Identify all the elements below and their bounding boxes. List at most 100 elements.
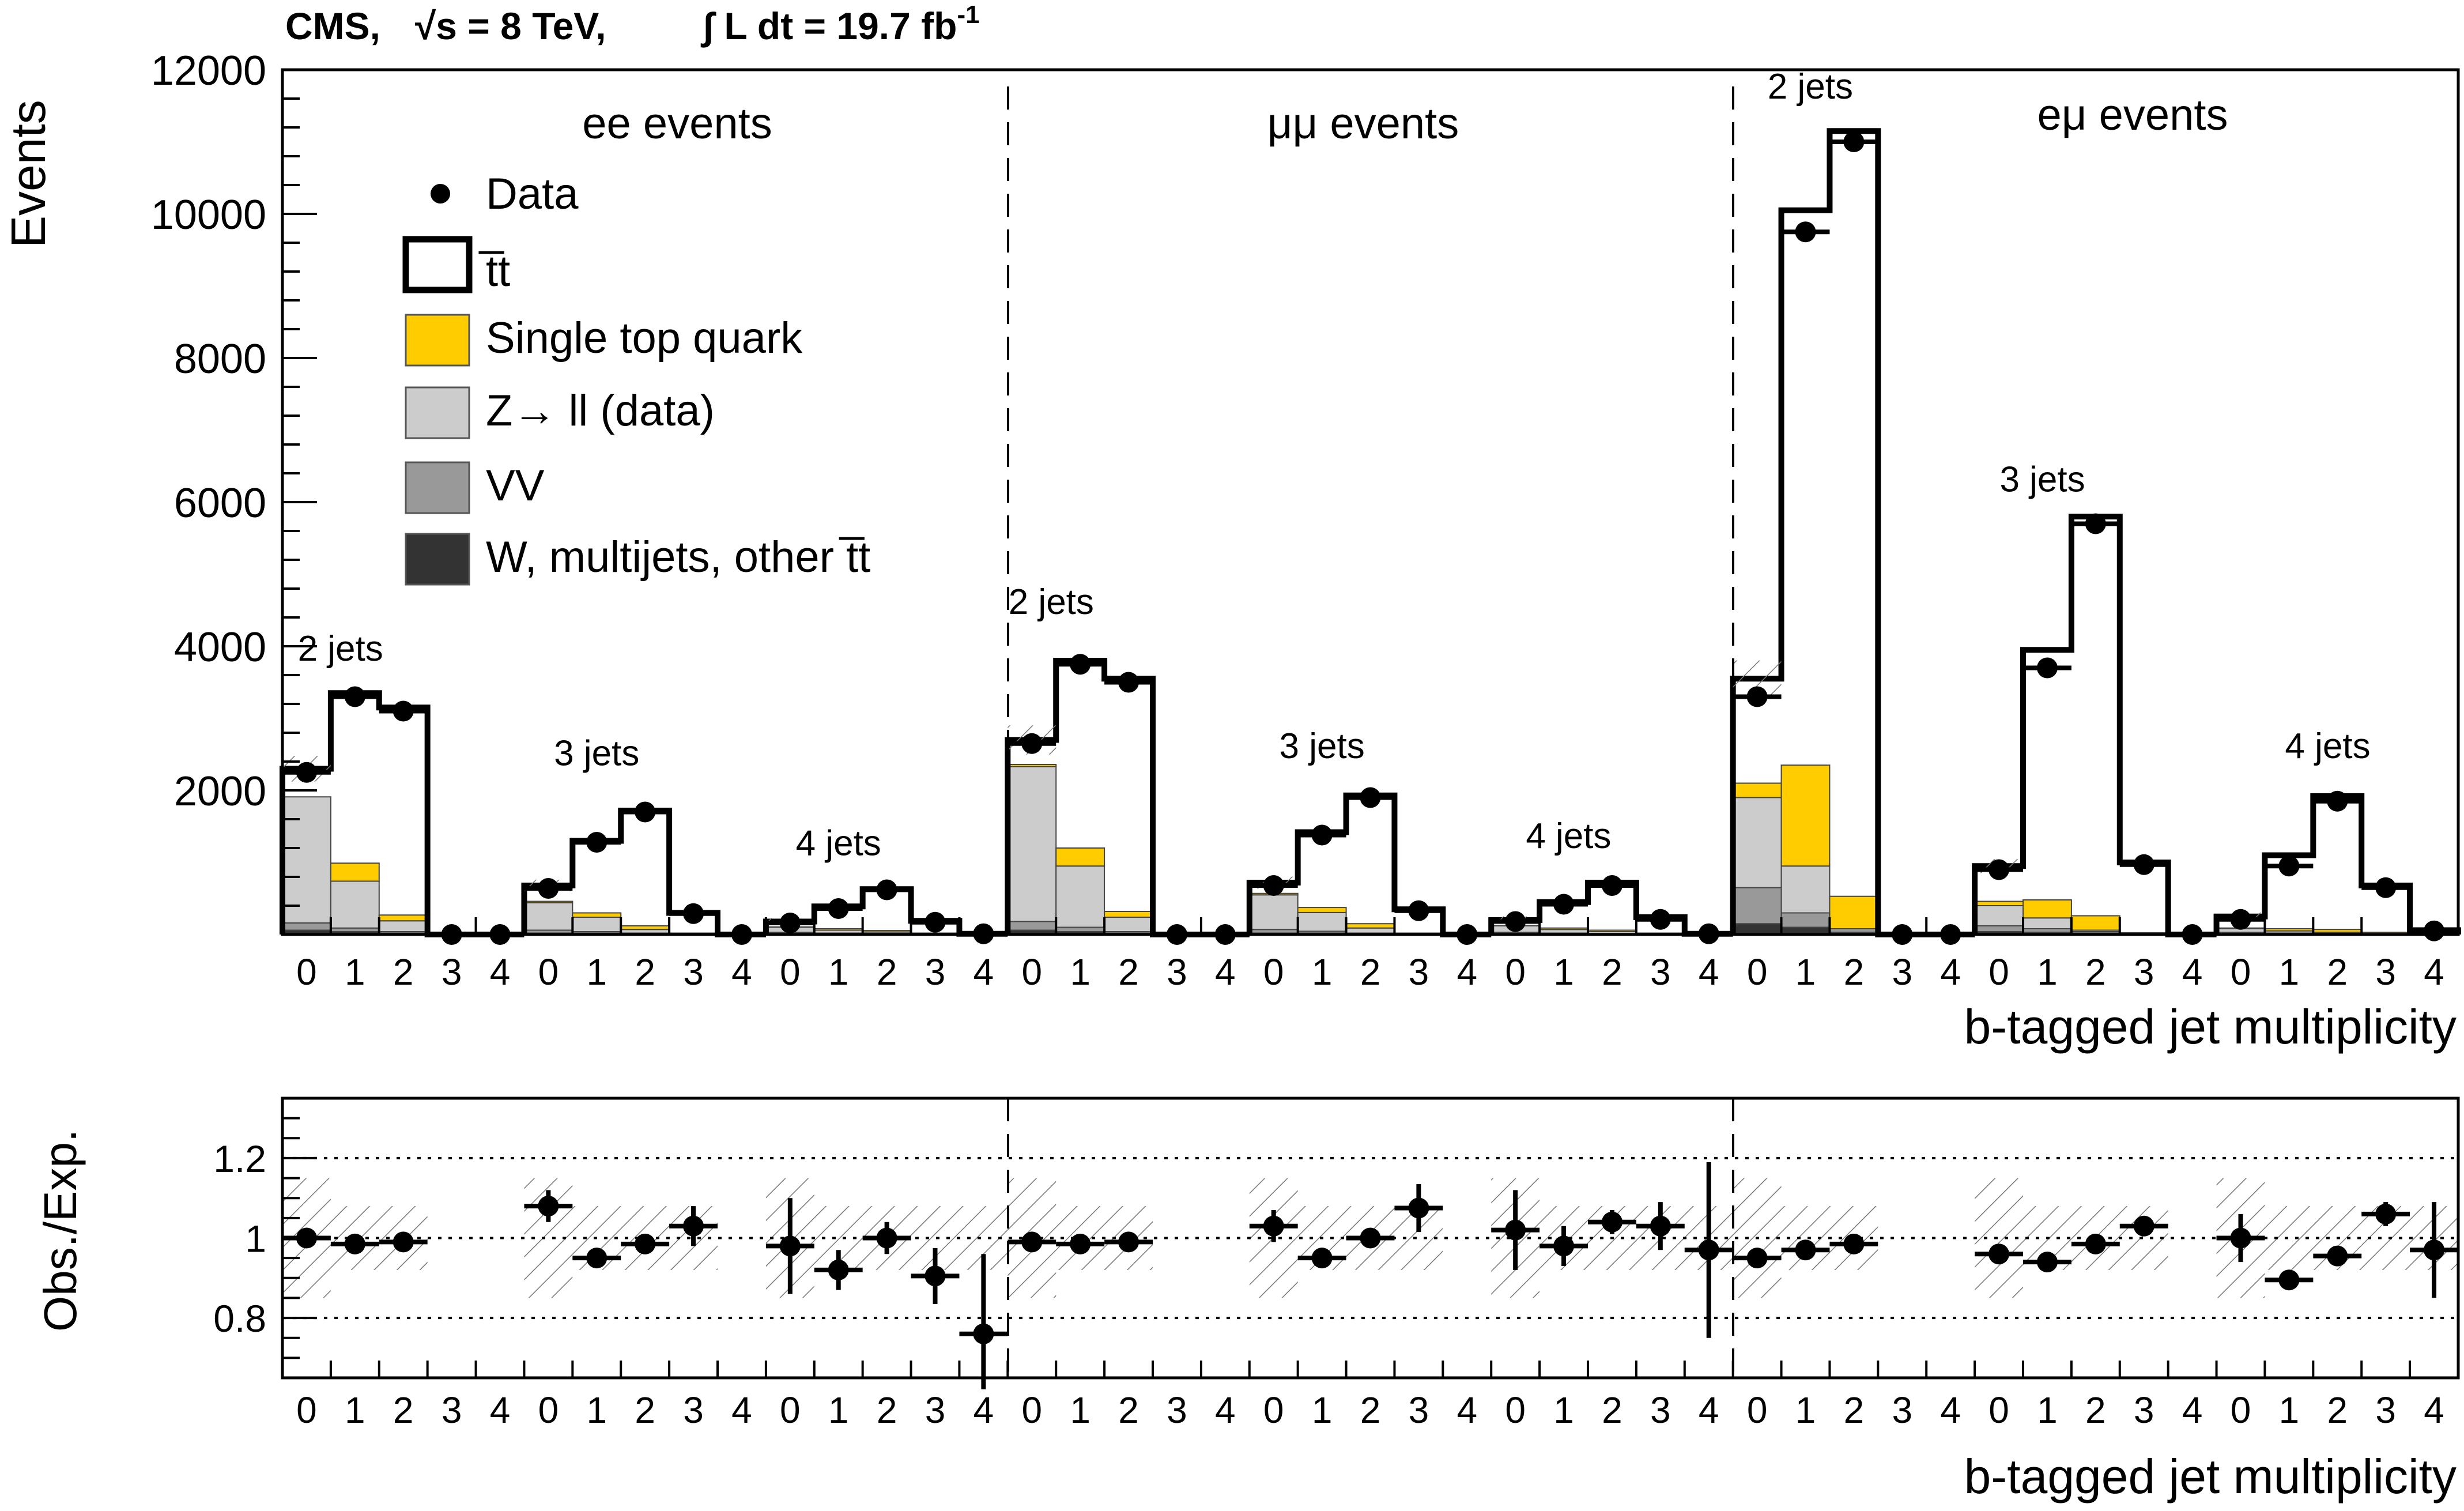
header: CMS, √s = 8 TeV, ∫ L dt = 19.7 fb-1 bbox=[285, 1, 980, 48]
bar-single-top-ee-4jets-bin2 bbox=[862, 930, 912, 933]
main-x-tick-label: 4 bbox=[1699, 951, 1719, 993]
data-point-emu-4jets-bin0 bbox=[2230, 909, 2251, 930]
bar-single-top-ee-2jets-bin2 bbox=[378, 914, 428, 922]
ratio-group-ee-4jets bbox=[765, 1178, 1008, 1389]
main-y-tick-label-12000: 12000 bbox=[151, 48, 266, 94]
ratio-point-emu-4jets-bin0 bbox=[2230, 1227, 2251, 1249]
data-point-mumu-3jets-bin2 bbox=[1360, 787, 1381, 808]
data-point-ee-4jets-bin1 bbox=[828, 898, 849, 919]
ratio-x-tick-label: 4 bbox=[2182, 1389, 2203, 1431]
bar-single-top-ee-3jets-bin2 bbox=[620, 925, 670, 930]
ratio-x-tick-label: 2 bbox=[1360, 1389, 1381, 1431]
main-x-tick-label: 3 bbox=[1892, 951, 1912, 993]
bar-single-top-emu-3jets-bin1 bbox=[2022, 899, 2072, 919]
main-x-tick-label: 4 bbox=[490, 951, 511, 993]
bar-single-top-emu-4jets-bin2 bbox=[2312, 929, 2363, 933]
data-point-mumu-4jets-bin0 bbox=[1505, 911, 1526, 932]
bar-z-ll-mumu-2jets-bin0 bbox=[1007, 766, 1057, 922]
ratio-point-mumu-3jets-bin1 bbox=[1311, 1248, 1333, 1269]
ratio-point-mumu-4jets-bin4 bbox=[1698, 1239, 1719, 1261]
legend-swatch-single-top bbox=[405, 314, 470, 367]
data-point-mumu-3jets-bin3 bbox=[1408, 900, 1429, 921]
ratio-x-tick-label: 0 bbox=[1021, 1389, 1042, 1431]
bar-vv-emu-2jets-bin1 bbox=[1780, 912, 1831, 928]
bar-single-top-mumu-4jets-bin1 bbox=[1539, 927, 1588, 930]
ratio-x-tick-label: 1 bbox=[1553, 1389, 1574, 1431]
main-x-tick-label: 4 bbox=[2424, 951, 2444, 993]
ratio-x-tick-label: 3 bbox=[1409, 1389, 1429, 1431]
data-point-ee-3jets-bin1 bbox=[586, 832, 607, 853]
main-x-tick-label: 2 bbox=[2085, 951, 2106, 993]
data-point-ee-2jets-bin2 bbox=[393, 700, 414, 722]
ratio-y-tick-label-1: 1 bbox=[245, 1218, 266, 1260]
data-point-ee-4jets-bin3 bbox=[925, 911, 946, 933]
data-point-ee-2jets-bin0 bbox=[296, 762, 317, 783]
ratio-x-tick-label: 0 bbox=[1988, 1389, 2009, 1431]
jet-label-ee-4jets: 4 jets bbox=[796, 824, 881, 864]
main-x-tick-label: 1 bbox=[586, 951, 607, 993]
legend-label-data: Data bbox=[486, 169, 579, 218]
ratio-x-tick-label: 3 bbox=[2375, 1389, 2396, 1431]
bar-single-top-emu-2jets-bin1 bbox=[1780, 764, 1831, 867]
data-point-ee-3jets-bin3 bbox=[683, 903, 704, 924]
data-point-mumu-2jets-bin2 bbox=[1118, 672, 1139, 693]
data-point-mumu-4jets-bin2 bbox=[1601, 875, 1622, 896]
bar-single-top-mumu-2jets-bin2 bbox=[1104, 911, 1153, 918]
main-x-tick-label: 2 bbox=[2327, 951, 2348, 993]
ratio-point-emu-4jets-bin3 bbox=[2375, 1203, 2397, 1224]
ratio-x-tick-label: 1 bbox=[828, 1389, 849, 1431]
ratio-x-tick-label: 1 bbox=[345, 1389, 365, 1431]
data-point-emu-2jets-bin1 bbox=[1795, 221, 1816, 243]
header-lumi-sup: -1 bbox=[957, 1, 979, 29]
ratio-x-tick-label: 1 bbox=[2037, 1389, 2058, 1431]
ratio-point-mumu-3jets-bin0 bbox=[1263, 1215, 1284, 1237]
data-point-mumu-2jets-bin1 bbox=[1070, 654, 1091, 675]
ratio-point-emu-4jets-bin1 bbox=[2278, 1269, 2300, 1291]
channel-label-emu: eμ events bbox=[2037, 91, 2228, 140]
bar-vv-emu-3jets-bin0 bbox=[1974, 925, 2024, 932]
main-x-axis-title: b-tagged jet multiplicity bbox=[1964, 1000, 2457, 1054]
main-x-tick-label: 1 bbox=[2279, 951, 2300, 993]
group-emu-2-jets bbox=[1730, 128, 1975, 945]
bar-single-top-ee-4jets-bin1 bbox=[813, 928, 863, 931]
channel-label-mumu: μμ events bbox=[1267, 99, 1459, 148]
ratio-point-mumu-4jets-bin3 bbox=[1650, 1215, 1671, 1237]
legend-label-single-top: Single top quark bbox=[486, 314, 803, 363]
data-point-mumu-3jets-bin0 bbox=[1263, 875, 1284, 896]
ratio-x-tick-label: 2 bbox=[1602, 1389, 1622, 1431]
main-x-tick-label: 3 bbox=[2134, 951, 2154, 993]
main-x-tick-label: 1 bbox=[1553, 951, 1574, 993]
data-point-emu-2jets-bin0 bbox=[1746, 686, 1768, 707]
bar-z-ll-emu-3jets-bin0 bbox=[1974, 905, 2024, 926]
jet-label-mumu-3jets: 3 jets bbox=[1280, 726, 1365, 766]
group-mumu-3-jets bbox=[1246, 787, 1492, 945]
data-point-emu-3jets-bin1 bbox=[2036, 657, 2058, 679]
ratio-x-tick-label: 3 bbox=[1892, 1389, 1912, 1431]
bar-z-ll-mumu-2jets-bin1 bbox=[1055, 865, 1105, 928]
ratio-x-tick-label: 0 bbox=[1747, 1389, 1768, 1431]
ratio-x-tick-label: 4 bbox=[490, 1389, 511, 1431]
ratio-x-tick-label: 1 bbox=[586, 1389, 607, 1431]
main-y-axis-title: Events bbox=[1, 100, 55, 248]
bar-single-top-emu-3jets-bin2 bbox=[2070, 915, 2120, 931]
main-x-tick-label: 0 bbox=[1988, 951, 2009, 993]
bar-single-top-emu-4jets-bin1 bbox=[2264, 928, 2314, 932]
ratio-y-tick-label-0.8: 0.8 bbox=[213, 1297, 266, 1340]
legend: Data t̅t Single top quark Z→ ll (data) V… bbox=[402, 169, 870, 586]
ratio-group-emu-3jets bbox=[1975, 1178, 2168, 1298]
bar-z-ll-emu-3jets-bin1 bbox=[2022, 917, 2072, 929]
bar-z-ll-emu-2jets-bin0 bbox=[1732, 797, 1782, 888]
main-x-tick-label: 4 bbox=[973, 951, 994, 993]
ratio-point-ee-3jets-bin1 bbox=[586, 1248, 607, 1269]
data-point-ee-3jets-bin2 bbox=[635, 801, 656, 823]
main-x-tick-label: 4 bbox=[1940, 951, 1961, 993]
main-x-tick-label: 1 bbox=[828, 951, 849, 993]
data-point-mumu-4jets-bin3 bbox=[1650, 909, 1671, 930]
jet-label-emu-2jets: 2 jets bbox=[1768, 67, 1853, 107]
main-x-tick-label: 4 bbox=[731, 951, 752, 993]
ratio-x-tick-label: 0 bbox=[780, 1389, 801, 1431]
bar-z-ll-mumu-3jets-bin0 bbox=[1248, 894, 1299, 930]
